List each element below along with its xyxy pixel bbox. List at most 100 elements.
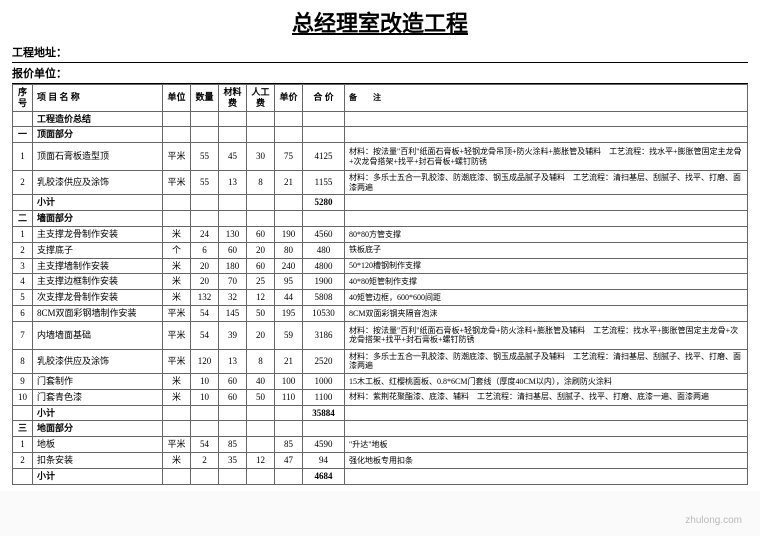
cell: 3186 bbox=[303, 321, 345, 349]
section-name: 墙面部分 bbox=[33, 211, 163, 227]
table-row: 2扣条安装米235124794强化地板专用扣条 bbox=[13, 452, 748, 468]
cell bbox=[191, 468, 219, 484]
cell: 10 bbox=[13, 389, 33, 405]
remark: 材料：按法量"百利"纸面石膏板+轻钢龙骨+防火涂料+膨胀管及辅料 工艺流程：找水… bbox=[345, 321, 748, 349]
cell: 2 bbox=[13, 452, 33, 468]
col-price: 单价 bbox=[275, 85, 303, 112]
cell: 12 bbox=[247, 290, 275, 306]
cell bbox=[275, 211, 303, 227]
item-name: 支撑底子 bbox=[33, 242, 163, 258]
cell bbox=[219, 211, 247, 227]
item-name: 8CM双面彩钢墙制作安装 bbox=[33, 305, 163, 321]
table-header-row: 序号 项 目 名 称 单位 数量 材料费 人工费 单价 合 价 备 注 bbox=[13, 85, 748, 112]
cell: 4 bbox=[13, 274, 33, 290]
cell: 40 bbox=[247, 373, 275, 389]
section-name: 顶面部分 bbox=[33, 127, 163, 143]
cell: 4800 bbox=[303, 258, 345, 274]
cell: 2520 bbox=[303, 349, 345, 373]
table-row: 一顶面部分 bbox=[13, 127, 748, 143]
table-row: 2支撑底子个6602080480铁板底子 bbox=[13, 242, 748, 258]
cell: 一 bbox=[13, 127, 33, 143]
cell: 米 bbox=[163, 290, 191, 306]
cell: 10 bbox=[191, 373, 219, 389]
cell: 平米 bbox=[163, 321, 191, 349]
subtotal-value: 35884 bbox=[303, 405, 345, 421]
cell: 2 bbox=[191, 452, 219, 468]
cell: 94 bbox=[303, 452, 345, 468]
cell: 10530 bbox=[303, 305, 345, 321]
cell bbox=[247, 195, 275, 211]
cell: 21 bbox=[275, 349, 303, 373]
col-remark: 备 注 bbox=[345, 85, 748, 112]
cell: 95 bbox=[275, 274, 303, 290]
cell: 20 bbox=[191, 258, 219, 274]
cell: 1 bbox=[13, 226, 33, 242]
table-row: 1顶面石膏板造型顶平米554530754125材料：按法量"百利"纸面石膏板+轻… bbox=[13, 143, 748, 171]
cell: 1 bbox=[13, 437, 33, 453]
col-name: 项 目 名 称 bbox=[33, 85, 163, 112]
subtotal-label: 小计 bbox=[33, 405, 163, 421]
cell: 5808 bbox=[303, 290, 345, 306]
cell bbox=[163, 468, 191, 484]
remark: 40*80矩管制作支撑 bbox=[345, 274, 748, 290]
cell: 30 bbox=[247, 143, 275, 171]
cell bbox=[219, 195, 247, 211]
document-page: 总经理室改造工程 工程地址： 报价单位： 序号 项 目 名 称 单位 数量 材料… bbox=[0, 0, 760, 491]
cell: 25 bbox=[247, 274, 275, 290]
cell bbox=[345, 195, 748, 211]
cell: 75 bbox=[275, 143, 303, 171]
cell bbox=[219, 127, 247, 143]
cell bbox=[303, 111, 345, 127]
subtotal-value: 4684 bbox=[303, 468, 345, 484]
cell: 85 bbox=[275, 437, 303, 453]
cell bbox=[345, 111, 748, 127]
cell bbox=[219, 111, 247, 127]
cell: 60 bbox=[247, 226, 275, 242]
cell: 平米 bbox=[163, 171, 191, 195]
cell: 米 bbox=[163, 389, 191, 405]
cell bbox=[247, 468, 275, 484]
table-row: 10门套青色漆米1060501101100材料：紫荆花聚酯漆、底漆、辅料 工艺流… bbox=[13, 389, 748, 405]
cell: 平米 bbox=[163, 437, 191, 453]
cell: 20 bbox=[191, 274, 219, 290]
table-row: 1地板平米5485854590"升达"地板 bbox=[13, 437, 748, 453]
cell bbox=[345, 127, 748, 143]
cell bbox=[191, 211, 219, 227]
remark: 材料：紫荆花聚酯漆、底漆、辅料 工艺流程：清扫基层、刮腻子、找平、打磨、底漆一遍… bbox=[345, 389, 748, 405]
cell bbox=[275, 127, 303, 143]
cell: 13 bbox=[219, 349, 247, 373]
cell bbox=[247, 127, 275, 143]
cell bbox=[275, 195, 303, 211]
cell: 120 bbox=[191, 349, 219, 373]
cell: 50 bbox=[247, 305, 275, 321]
remark: 材料：按法量"百利"纸面石膏板+轻钢龙骨吊顶+防火涂料+膨胀管及辅料 工艺流程：… bbox=[345, 143, 748, 171]
cell: 132 bbox=[191, 290, 219, 306]
cell: 60 bbox=[219, 242, 247, 258]
cell: 55 bbox=[191, 143, 219, 171]
cell bbox=[303, 127, 345, 143]
cell bbox=[275, 111, 303, 127]
cell: 85 bbox=[219, 437, 247, 453]
cell bbox=[345, 421, 748, 437]
cell: 3 bbox=[13, 258, 33, 274]
cell bbox=[163, 211, 191, 227]
cell: 平米 bbox=[163, 305, 191, 321]
item-name: 次支撑龙骨制作安装 bbox=[33, 290, 163, 306]
table-row: 7内墙墙面基础平米543920593186材料：按法量"百利"纸面石膏板+轻钢龙… bbox=[13, 321, 748, 349]
cell bbox=[219, 405, 247, 421]
table-row: 2乳胶漆供应及涂饰平米55138211155材料：多乐士五合一乳胶漆、防潮底漆、… bbox=[13, 171, 748, 195]
remark: 材料：多乐士五合一乳胶漆、防潮底漆、钢玉成品腻子及辅料 工艺流程：清扫基层、刮腻… bbox=[345, 349, 748, 373]
cell: 20 bbox=[247, 242, 275, 258]
cell bbox=[275, 421, 303, 437]
remark: 15木工板、红樱桃面板、0.8*6CM门套线（厚度40CM以内），涂刷防火涂料 bbox=[345, 373, 748, 389]
cell: 1155 bbox=[303, 171, 345, 195]
table-row: 1主支撑龙骨制作安装米2413060190456080*80方管支撑 bbox=[13, 226, 748, 242]
cell: 59 bbox=[275, 321, 303, 349]
item-name: 主支撑龙骨制作安装 bbox=[33, 226, 163, 242]
table-row: 5次支撑龙骨制作安装米132321244580840矩管边框，600*600间距 bbox=[13, 290, 748, 306]
table-row: 3主支撑墙制作安装米2018060240480050*120槽钢制作支撑 bbox=[13, 258, 748, 274]
cell: 24 bbox=[191, 226, 219, 242]
summary-label: 工程造价总结 bbox=[33, 111, 163, 127]
cell: 195 bbox=[275, 305, 303, 321]
item-name: 顶面石膏板造型顶 bbox=[33, 143, 163, 171]
